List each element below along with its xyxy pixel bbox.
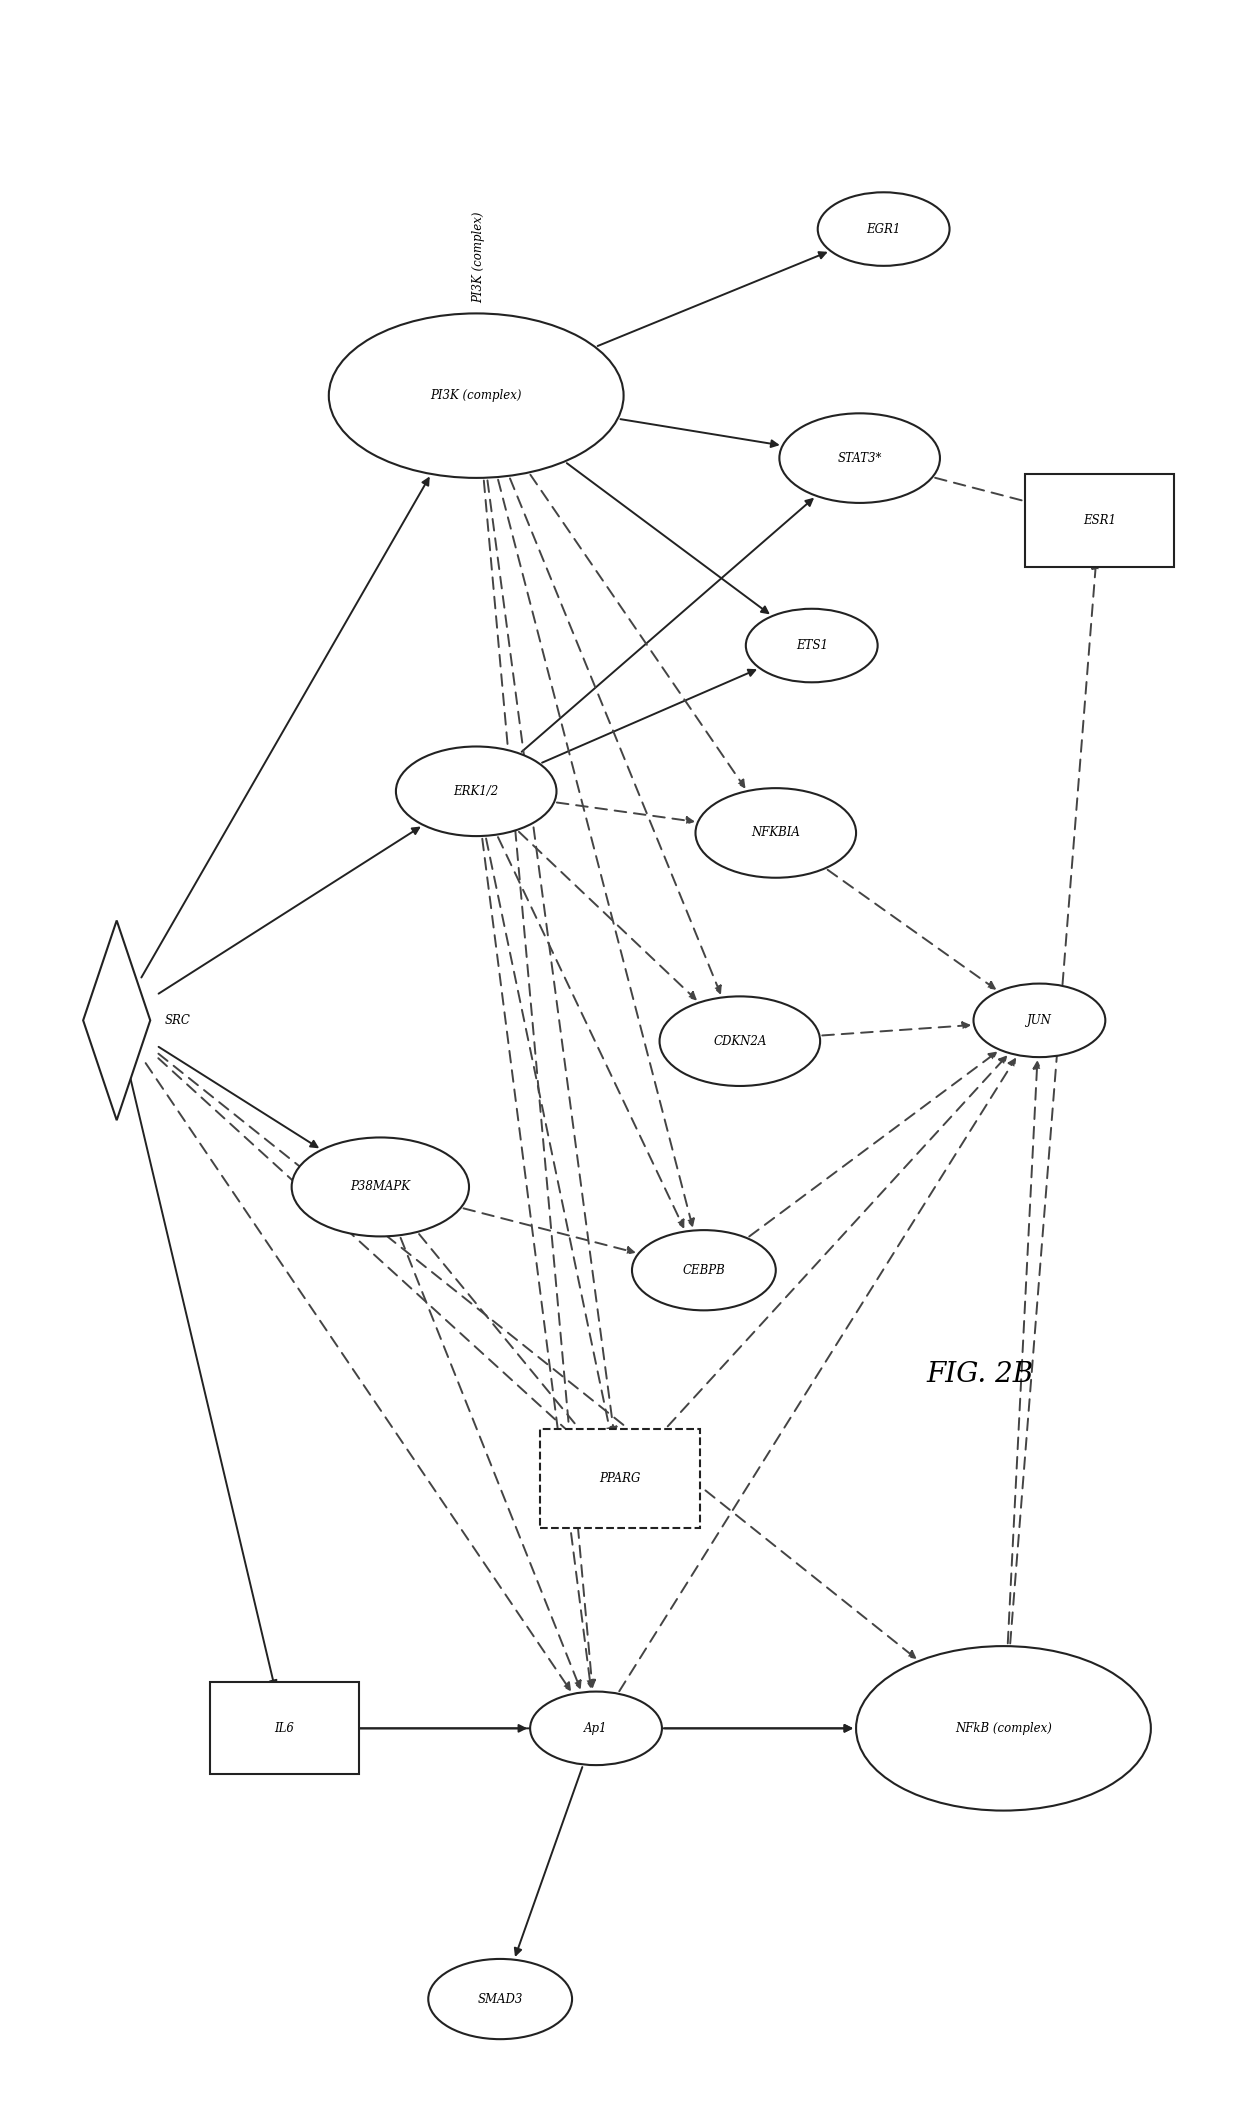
Ellipse shape bbox=[632, 1230, 776, 1311]
Text: PI3K (complex): PI3K (complex) bbox=[472, 212, 485, 304]
Ellipse shape bbox=[696, 788, 856, 877]
Text: CDKN2A: CDKN2A bbox=[713, 1034, 766, 1047]
Polygon shape bbox=[83, 920, 150, 1119]
Text: EGR1: EGR1 bbox=[867, 223, 900, 236]
FancyBboxPatch shape bbox=[1025, 474, 1173, 567]
Ellipse shape bbox=[531, 1691, 662, 1765]
Text: SRC: SRC bbox=[165, 1013, 191, 1026]
Ellipse shape bbox=[817, 193, 950, 266]
Text: SMAD3: SMAD3 bbox=[477, 1992, 523, 2005]
Text: ETS1: ETS1 bbox=[796, 639, 828, 652]
Text: NFKBIA: NFKBIA bbox=[751, 826, 800, 839]
Ellipse shape bbox=[660, 996, 820, 1085]
Text: PPARG: PPARG bbox=[599, 1472, 641, 1485]
FancyBboxPatch shape bbox=[210, 1682, 358, 1774]
Text: P38MAPK: P38MAPK bbox=[351, 1181, 410, 1194]
Ellipse shape bbox=[856, 1646, 1151, 1810]
Text: FIG. 2B: FIG. 2B bbox=[926, 1361, 1033, 1387]
Ellipse shape bbox=[291, 1138, 469, 1236]
Text: STAT3*: STAT3* bbox=[837, 452, 882, 465]
Text: NFkB (complex): NFkB (complex) bbox=[955, 1723, 1052, 1735]
Ellipse shape bbox=[428, 1958, 572, 2039]
Text: IL6: IL6 bbox=[274, 1723, 294, 1735]
Ellipse shape bbox=[745, 610, 878, 682]
Ellipse shape bbox=[396, 746, 557, 837]
Ellipse shape bbox=[329, 314, 624, 478]
Text: CEBPB: CEBPB bbox=[682, 1264, 725, 1277]
Text: JUN: JUN bbox=[1027, 1013, 1052, 1026]
FancyBboxPatch shape bbox=[539, 1429, 701, 1527]
Text: ERK1/2: ERK1/2 bbox=[454, 784, 498, 799]
Ellipse shape bbox=[780, 414, 940, 503]
Text: Ap1: Ap1 bbox=[584, 1723, 608, 1735]
Ellipse shape bbox=[973, 983, 1105, 1058]
Text: PI3K (complex): PI3K (complex) bbox=[430, 389, 522, 401]
Text: ESR1: ESR1 bbox=[1083, 514, 1116, 527]
